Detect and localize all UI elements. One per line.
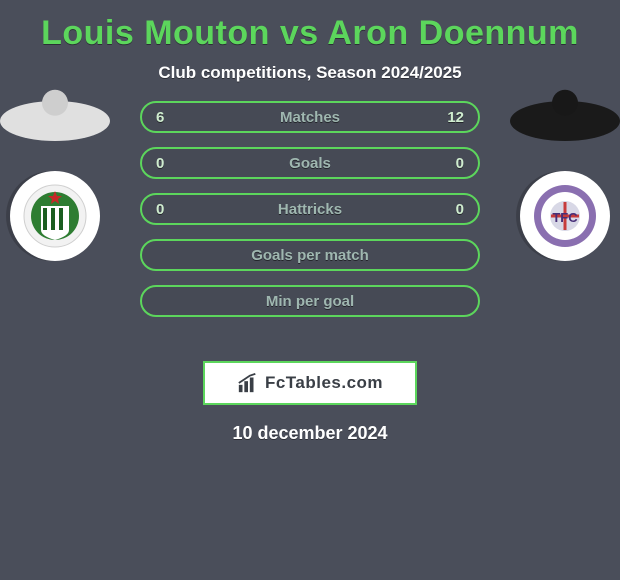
avatar — [510, 101, 620, 141]
stat-left-value: 0 — [156, 155, 164, 172]
brand-text: FcTables.com — [265, 373, 383, 393]
player-left — [0, 101, 120, 261]
stat-row-min-per-goal: Min per goal — [140, 285, 480, 317]
stat-row-hattricks: 0 Hattricks 0 — [140, 193, 480, 225]
page-title: Louis Mouton vs Aron Doennum — [0, 0, 620, 57]
stat-right-value: 0 — [456, 201, 464, 218]
page-subtitle: Club competitions, Season 2024/2025 — [0, 63, 620, 83]
stat-label: Goals — [142, 155, 478, 172]
stat-label: Hattricks — [142, 201, 478, 218]
club-badge-left — [10, 171, 100, 261]
stat-row-goals: 0 Goals 0 — [140, 147, 480, 179]
shield-icon — [23, 184, 87, 248]
shield-icon: TFC — [533, 184, 597, 248]
stats-list: 6 Matches 12 0 Goals 0 0 Hattricks 0 Goa… — [140, 101, 480, 331]
avatar — [0, 101, 110, 141]
player-right: TFC — [500, 101, 620, 261]
club-badge-right: TFC — [520, 171, 610, 261]
stat-left-value: 6 — [156, 109, 164, 126]
stat-label: Matches — [142, 109, 478, 126]
stat-label: Goals per match — [251, 247, 369, 264]
date-text: 10 december 2024 — [0, 423, 620, 444]
stat-left-value: 0 — [156, 201, 164, 218]
svg-text:TFC: TFC — [552, 210, 578, 225]
stat-right-value: 0 — [456, 155, 464, 172]
stat-label: Min per goal — [266, 293, 354, 310]
stat-row-matches: 6 Matches 12 — [140, 101, 480, 133]
stat-row-goals-per-match: Goals per match — [140, 239, 480, 271]
chart-icon — [237, 372, 259, 394]
brand-badge[interactable]: FcTables.com — [203, 361, 417, 405]
stat-right-value: 12 — [447, 109, 464, 126]
comparison-panel: TFC 6 Matches 12 0 Goals 0 0 Hattricks 0… — [0, 101, 620, 361]
